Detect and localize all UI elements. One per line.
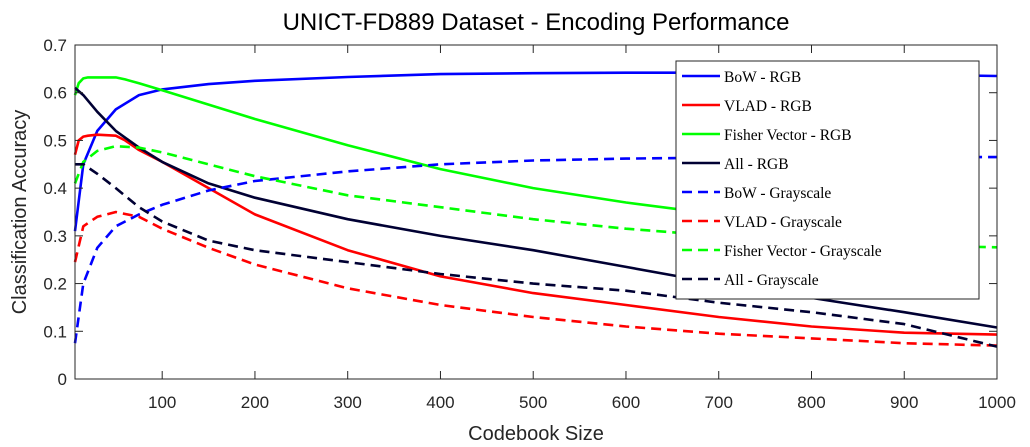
legend-label-5: VLAD - Grayscale [724, 214, 842, 231]
y-tick-label: 0.3 [43, 227, 67, 246]
x-tick-label: 400 [426, 393, 454, 412]
chart-title: UNICT-FD889 Dataset - Encoding Performan… [283, 9, 790, 36]
y-tick-label: 0.2 [43, 275, 67, 294]
legend-label-1: VLAD - RGB [724, 98, 812, 115]
series-line-6 [73, 144, 998, 249]
y-tick-label: 0.1 [43, 322, 67, 341]
legend-label-7: All - Grayscale [724, 272, 819, 289]
series-line-7 [75, 163, 998, 348]
series-line-1 [73, 133, 998, 336]
y-tick-label: 0.7 [43, 36, 67, 55]
legend-label-6: Fisher Vector - Grayscale [724, 243, 882, 260]
x-tick-label: 200 [241, 393, 269, 412]
legend-label-4: BoW - Grayscale [724, 185, 831, 202]
x-tick-label: 600 [612, 393, 640, 412]
plot-frame [74, 44, 998, 380]
x-tick-label: 700 [705, 393, 733, 412]
y-tick-label: 0.4 [43, 179, 67, 198]
x-tick-label: 1000 [978, 393, 1016, 412]
x-axis-label: Codebook Size [468, 423, 604, 445]
y-tick-label: 0.6 [43, 84, 67, 103]
y-axis-label: Classification Accuracy [9, 110, 31, 315]
y-tick-label: 0.5 [43, 131, 67, 150]
series-line-2 [73, 76, 719, 216]
legend-label-3: All - RGB [724, 156, 789, 173]
x-tick-label: 100 [148, 393, 176, 412]
legend-box [675, 60, 980, 300]
x-tick-label: 500 [519, 393, 547, 412]
legend-label-2: Fisher Vector - RGB [724, 127, 852, 144]
x-tick-label: 900 [890, 393, 918, 412]
x-tick-label: 800 [797, 393, 825, 412]
legend: BoW - RGB VLAD - RGB Fisher Vector - RGB Al… [675, 60, 980, 300]
ticks-layer: 100 200 300 400 500 600 700 800 900 1000 0 0.1 0.2 0.… [43, 36, 1016, 412]
x-tick-label: 300 [334, 393, 362, 412]
y-tick-label: 0 [58, 370, 67, 389]
legend-label-0: BoW - RGB [724, 69, 801, 86]
series-line-5 [73, 210, 998, 347]
